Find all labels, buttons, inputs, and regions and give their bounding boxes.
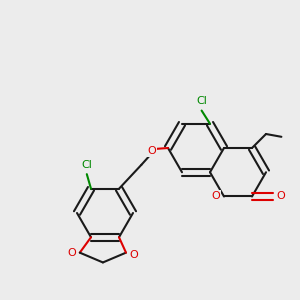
Text: Cl: Cl [81,160,92,170]
Text: O: O [148,146,156,156]
Text: O: O [130,250,138,260]
Text: O: O [212,191,220,202]
Text: O: O [277,191,285,202]
Text: Cl: Cl [196,96,207,106]
Text: O: O [68,248,76,258]
